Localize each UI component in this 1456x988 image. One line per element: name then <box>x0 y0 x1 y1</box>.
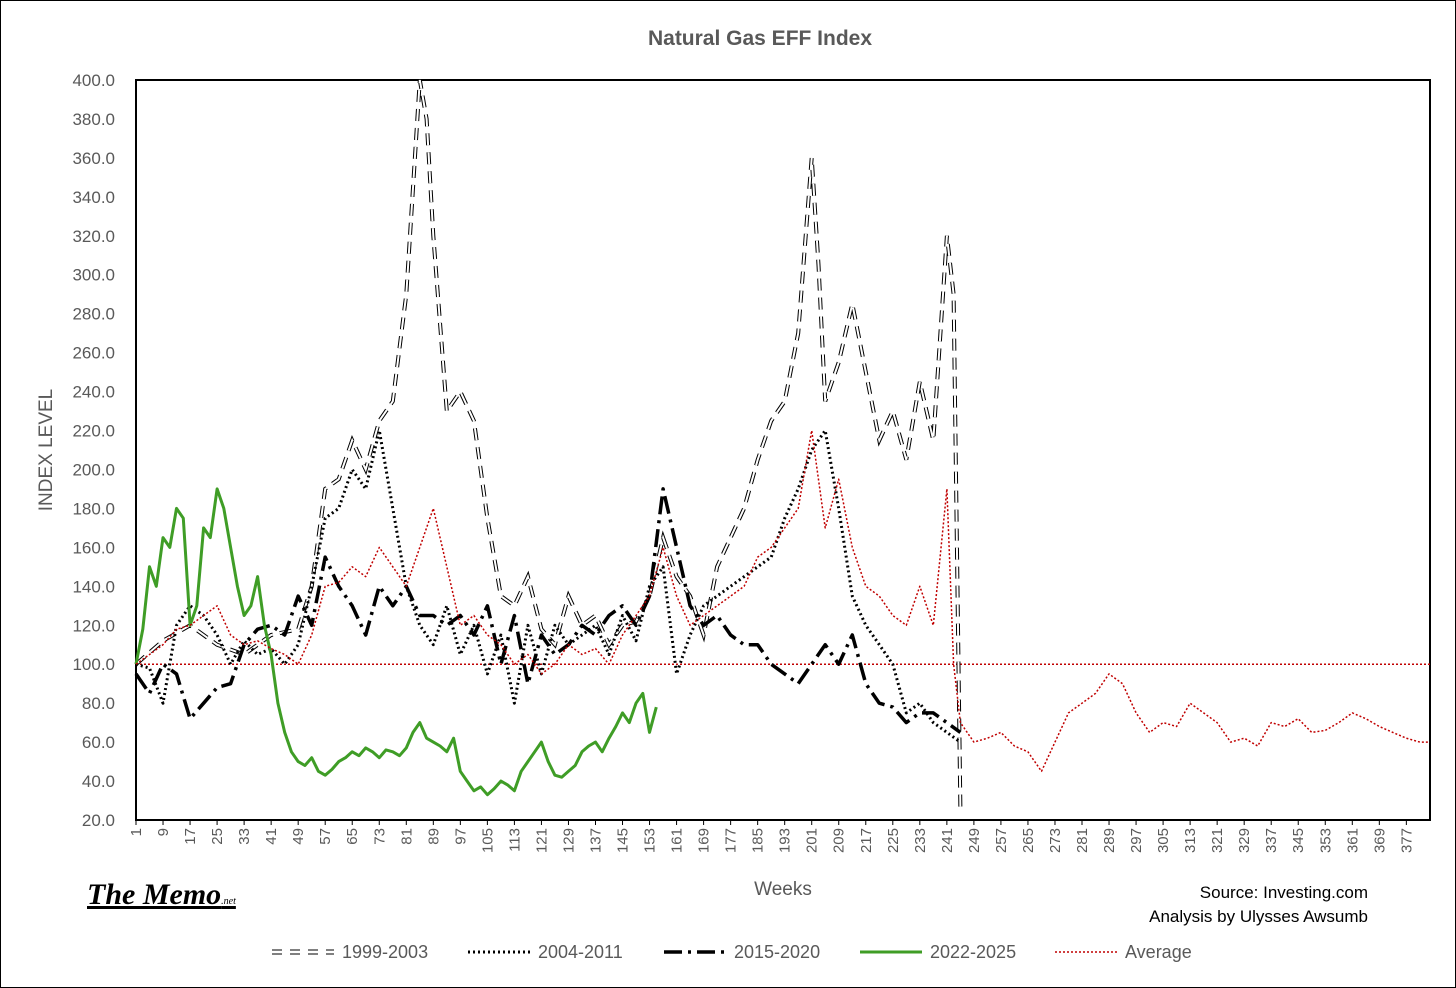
x-tick-label: 321 <box>1209 828 1226 853</box>
x-tick-label: 185 <box>750 828 767 853</box>
y-tick-label: 260.0 <box>72 344 115 363</box>
x-tick-label: 33 <box>236 828 253 845</box>
x-tick-label: 377 <box>1398 828 1415 853</box>
x-tick-label: 201 <box>804 828 821 853</box>
x-tick-label: 313 <box>1182 828 1199 853</box>
x-tick-label: 257 <box>993 828 1010 853</box>
plot-area <box>135 79 1431 821</box>
y-tick-label: 60.0 <box>82 733 115 752</box>
x-tick-label: 177 <box>723 828 740 853</box>
x-tick-label: 169 <box>696 828 713 853</box>
y-tick-label: 400.0 <box>72 71 115 90</box>
x-tick-label: 105 <box>479 828 496 853</box>
y-axis-label: INDEX LEVEL <box>36 389 57 512</box>
x-tick-label: 329 <box>1236 828 1253 853</box>
x-tick-label: 337 <box>1263 828 1280 853</box>
x-tick-label: 57 <box>317 828 334 845</box>
x-tick-label: 97 <box>452 828 469 845</box>
y-tick-label: 200.0 <box>72 460 115 479</box>
x-tick-label: 369 <box>1371 828 1388 853</box>
x-tick-label: 121 <box>533 828 550 853</box>
x-tick-label: 225 <box>885 828 902 853</box>
x-tick-label: 113 <box>506 828 523 852</box>
logo-text: The Memo <box>87 878 222 911</box>
x-tick-label: 129 <box>560 828 577 853</box>
y-tick-label: 320.0 <box>72 227 115 246</box>
x-tick-label: 9 <box>155 828 172 836</box>
y-tick-label: 360.0 <box>72 149 115 168</box>
y-tick-label: 160.0 <box>72 538 115 557</box>
series-2004-2011-line <box>135 429 962 744</box>
x-tick-label: 281 <box>1074 828 1091 853</box>
y-tick-label: 300.0 <box>72 266 115 285</box>
analysis-credit: Analysis by Ulysses Awsumb <box>1149 907 1368 926</box>
x-tick-label: 361 <box>1344 828 1361 853</box>
logo-suffix: .net <box>221 896 236 907</box>
series-1999-2003-line <box>135 79 962 811</box>
x-axis-label: Weeks <box>754 879 812 900</box>
x-tick-label: 145 <box>615 828 632 853</box>
the-memo-logo: The Memo.net <box>87 880 236 910</box>
x-tick-label: 161 <box>669 828 686 853</box>
x-tick-label: 137 <box>587 828 604 853</box>
x-tick-label: 81 <box>398 828 415 845</box>
legend-2004-2011-label: 2004-2011 <box>538 942 623 962</box>
source-credit: Source: Investing.com <box>1200 883 1368 902</box>
series-1999-2003-line-outline <box>134 79 963 811</box>
y-tick-label: 80.0 <box>82 694 115 713</box>
x-tick-label: 297 <box>1128 828 1145 853</box>
y-tick-label: 120.0 <box>72 616 115 635</box>
y-tick-label: 240.0 <box>72 383 115 402</box>
y-tick-label: 220.0 <box>72 422 115 441</box>
legend-2015-2020-label: 2015-2020 <box>734 942 820 962</box>
x-tick-label: 209 <box>831 828 848 853</box>
x-tick-label: 73 <box>371 828 388 845</box>
x-tick-label: 345 <box>1290 828 1307 853</box>
x-tick-label: 241 <box>939 828 956 853</box>
x-tick-label: 65 <box>344 828 361 845</box>
x-tick-label: 273 <box>1047 828 1064 853</box>
x-tick-label: 233 <box>912 828 929 853</box>
legend-average-label: Average <box>1125 942 1192 962</box>
x-tick-label: 49 <box>290 828 307 845</box>
legend-1999-2003-label: 1999-2003 <box>342 942 428 962</box>
y-tick-label: 100.0 <box>72 655 115 674</box>
series-2022-2025-line <box>134 487 658 797</box>
x-tick-label: 353 <box>1317 828 1334 853</box>
x-tick-label: 153 <box>642 828 659 853</box>
series-2015-2020-line <box>134 487 962 734</box>
y-tick-label: 20.0 <box>82 811 115 830</box>
legend-2022-2025-label: 2022-2025 <box>930 942 1016 962</box>
x-tick-label: 217 <box>858 828 875 853</box>
series-average-line <box>135 429 1430 773</box>
y-tick-label: 40.0 <box>82 772 115 791</box>
chart-title: Natural Gas EFF Index <box>648 27 872 50</box>
y-tick-label: 340.0 <box>72 188 115 207</box>
x-tick-label: 193 <box>777 828 794 853</box>
legend: 1999-2003 2004-2011 2015-2020 2022-2025 Aver… <box>272 942 1192 962</box>
x-tick-label: 289 <box>1101 828 1118 853</box>
x-tick-label: 1 <box>128 828 145 836</box>
x-tick-label: 249 <box>966 828 983 853</box>
x-tick-label: 265 <box>1020 828 1037 853</box>
y-tick-label: 140.0 <box>72 577 115 596</box>
x-tick-label: 305 <box>1155 828 1172 853</box>
x-tick-label: 25 <box>209 828 226 845</box>
y-tick-label: 280.0 <box>72 305 115 324</box>
y-tick-label: 380.0 <box>72 110 115 129</box>
x-tick-label: 17 <box>182 828 199 845</box>
x-tick-label: 41 <box>263 828 280 845</box>
y-tick-label: 180.0 <box>72 499 115 518</box>
x-tick-label: 89 <box>425 828 442 845</box>
